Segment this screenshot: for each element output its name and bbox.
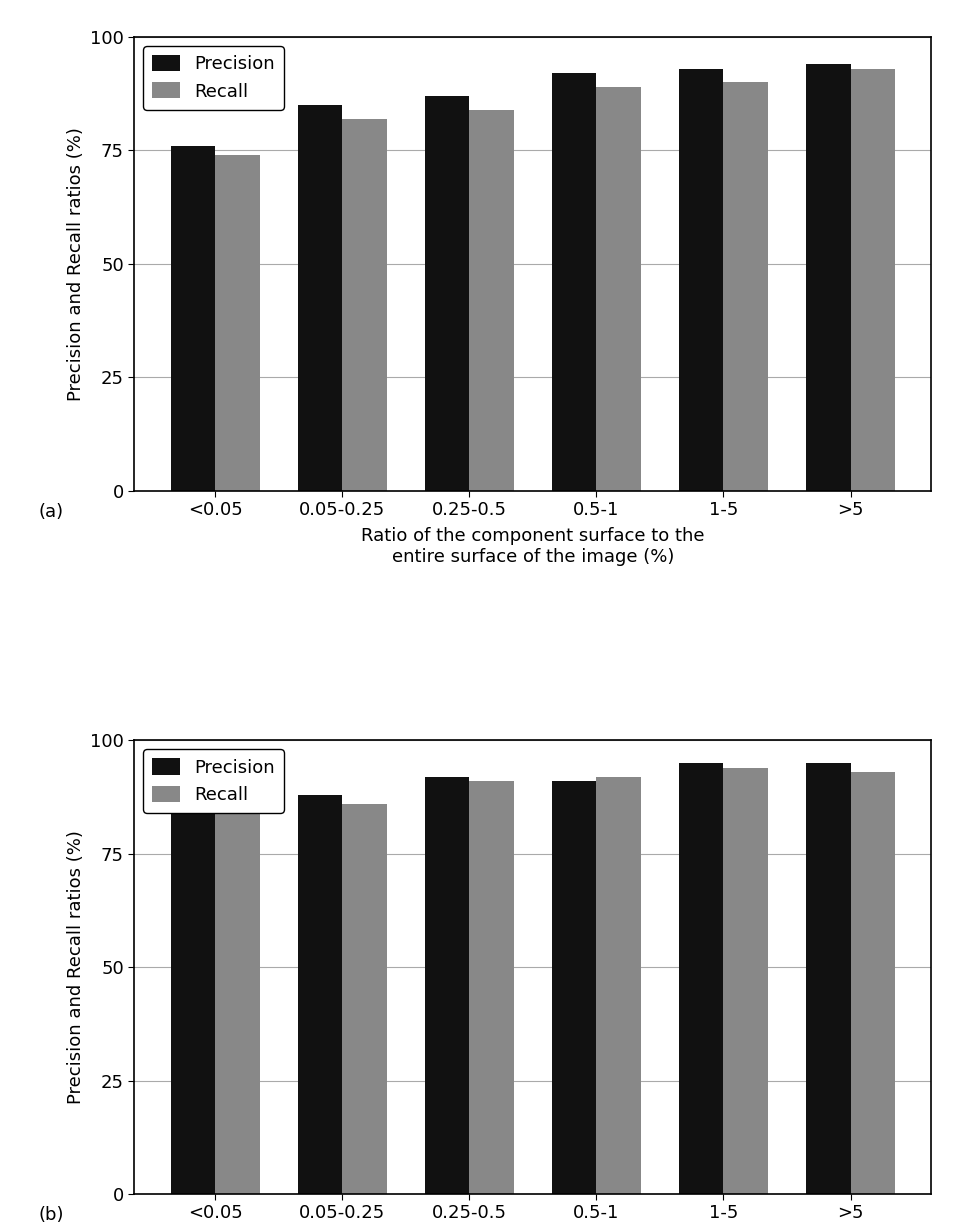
Bar: [596, 87, 641, 491]
Text: (a): (a): [38, 503, 63, 521]
Bar: [806, 763, 851, 1194]
Bar: [171, 145, 215, 491]
Bar: [552, 782, 596, 1194]
Bar: [424, 96, 469, 491]
Bar: [552, 73, 596, 491]
Bar: [679, 69, 724, 491]
Bar: [298, 795, 342, 1194]
Bar: [679, 763, 724, 1194]
Bar: [806, 64, 851, 491]
Y-axis label: Precision and Recall ratios (%): Precision and Recall ratios (%): [66, 830, 84, 1104]
Y-axis label: Precision and Recall ratios (%): Precision and Recall ratios (%): [66, 127, 84, 401]
Bar: [342, 804, 387, 1194]
Bar: [596, 777, 641, 1194]
Bar: [851, 772, 895, 1194]
Bar: [424, 777, 469, 1194]
Bar: [215, 812, 259, 1194]
Legend: Precision, Recall: Precision, Recall: [143, 750, 283, 812]
Bar: [851, 69, 895, 491]
Text: (b): (b): [38, 1206, 64, 1225]
Bar: [298, 105, 342, 491]
Bar: [724, 82, 768, 491]
Bar: [724, 767, 768, 1194]
Bar: [171, 799, 215, 1194]
X-axis label: Ratio of the component surface to the
entire surface of the image (%): Ratio of the component surface to the en…: [361, 527, 705, 566]
Bar: [215, 155, 259, 491]
Bar: [469, 110, 514, 491]
Legend: Precision, Recall: Precision, Recall: [143, 46, 283, 110]
Bar: [342, 118, 387, 491]
Bar: [469, 782, 514, 1194]
